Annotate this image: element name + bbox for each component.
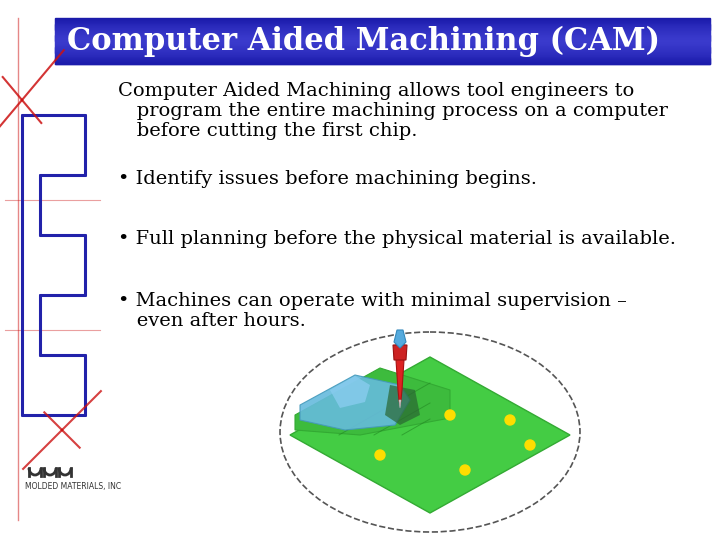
Circle shape [525, 440, 535, 450]
Bar [55, 46, 710, 48]
Bar [55, 42, 710, 43]
Bar [55, 33, 710, 35]
Text: Computer Aided Machining (CAM): Computer Aided Machining (CAM) [67, 25, 660, 57]
Bar [55, 53, 710, 55]
Bar [55, 26, 710, 28]
Bar [55, 27, 710, 29]
Text: • Machines can operate with minimal supervision –: • Machines can operate with minimal supe… [118, 292, 627, 310]
Bar [55, 57, 710, 58]
Text: program the entire machining process on a computer: program the entire machining process on … [118, 102, 668, 120]
Bar [55, 36, 710, 37]
Polygon shape [385, 385, 420, 425]
Bar [55, 19, 710, 21]
Polygon shape [395, 345, 405, 405]
Bar [55, 39, 710, 40]
Ellipse shape [280, 332, 580, 532]
Bar [55, 59, 710, 61]
Bar [55, 45, 710, 46]
Polygon shape [300, 375, 410, 430]
Circle shape [460, 465, 470, 475]
Bar [55, 60, 710, 62]
Circle shape [505, 415, 515, 425]
Bar [55, 52, 710, 53]
Bar [55, 54, 710, 55]
Text: before cutting the first chip.: before cutting the first chip. [118, 122, 418, 140]
Bar [55, 36, 710, 38]
Bar [55, 44, 710, 45]
Text: MOLDED MATERIALS, INC: MOLDED MATERIALS, INC [25, 482, 121, 491]
Bar [55, 32, 710, 33]
Bar [55, 20, 710, 21]
Circle shape [445, 410, 455, 420]
Bar [55, 41, 710, 43]
Bar [55, 56, 710, 57]
Circle shape [375, 450, 385, 460]
Bar [55, 21, 710, 22]
Text: Computer Aided Machining allows tool engineers to: Computer Aided Machining allows tool eng… [118, 82, 634, 100]
Polygon shape [330, 376, 370, 408]
Bar [55, 40, 710, 42]
Polygon shape [393, 345, 407, 360]
Bar [55, 49, 710, 50]
Bar [55, 50, 710, 52]
Bar [55, 49, 710, 51]
Bar [55, 37, 710, 39]
Polygon shape [394, 330, 406, 348]
Text: • Identify issues before machining begins.: • Identify issues before machining begin… [118, 170, 537, 188]
Bar [55, 58, 710, 60]
Bar [55, 45, 710, 47]
Bar [55, 62, 710, 64]
Bar [55, 29, 710, 30]
Bar [55, 38, 710, 39]
Bar [55, 22, 710, 23]
Bar [55, 58, 710, 59]
Bar [55, 51, 710, 52]
Bar [55, 30, 710, 31]
Bar [55, 18, 710, 19]
Bar [55, 28, 710, 30]
Polygon shape [290, 357, 570, 513]
Bar [55, 61, 710, 63]
Bar [55, 23, 710, 24]
Polygon shape [295, 368, 450, 435]
Text: • Full planning before the physical material is available.: • Full planning before the physical mate… [118, 230, 676, 248]
Bar [55, 25, 710, 27]
Polygon shape [399, 400, 401, 408]
Bar [55, 33, 710, 34]
Bar [55, 43, 710, 44]
Bar [55, 48, 710, 49]
Bar [55, 35, 710, 36]
Bar [55, 31, 710, 32]
Bar [55, 24, 710, 25]
Text: even after hours.: even after hours. [118, 312, 306, 330]
Bar [55, 63, 710, 64]
Bar [55, 55, 710, 56]
Bar [55, 24, 710, 26]
